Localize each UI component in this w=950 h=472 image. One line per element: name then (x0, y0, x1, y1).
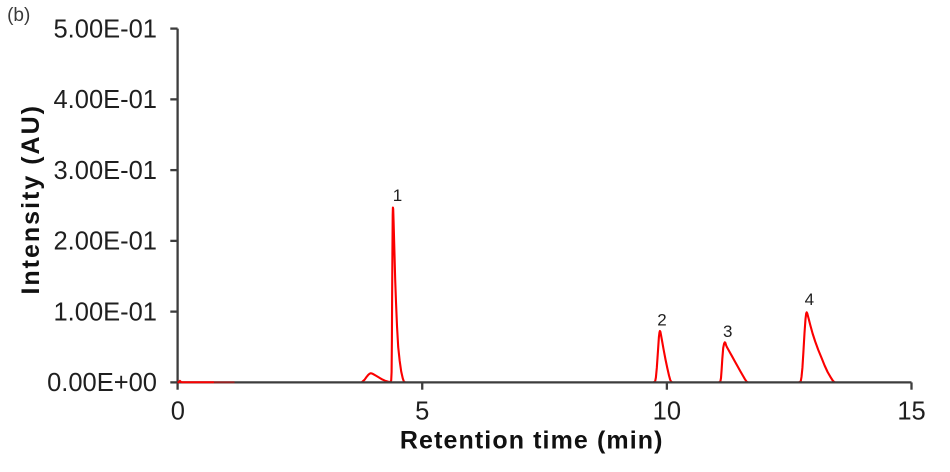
svg-text:Intensity (AU): Intensity (AU) (17, 104, 45, 294)
svg-text:Retention time (min): Retention time (min) (400, 427, 664, 455)
svg-text:1: 1 (393, 186, 402, 205)
svg-text:3: 3 (723, 322, 732, 341)
svg-text:4: 4 (805, 290, 814, 309)
svg-text:0.00E+00: 0.00E+00 (47, 369, 157, 397)
svg-text:2: 2 (657, 311, 666, 330)
svg-text:2.00E-01: 2.00E-01 (54, 228, 158, 256)
svg-text:1.00E-01: 1.00E-01 (54, 298, 158, 326)
svg-text:5: 5 (415, 398, 429, 426)
svg-text:(b): (b) (7, 5, 30, 26)
svg-text:0: 0 (171, 398, 185, 426)
svg-text:10: 10 (653, 398, 681, 426)
svg-text:3.00E-01: 3.00E-01 (54, 157, 158, 185)
svg-text:4.00E-01: 4.00E-01 (54, 86, 158, 114)
svg-text:5.00E-01: 5.00E-01 (54, 15, 158, 43)
svg-text:15: 15 (897, 398, 925, 426)
